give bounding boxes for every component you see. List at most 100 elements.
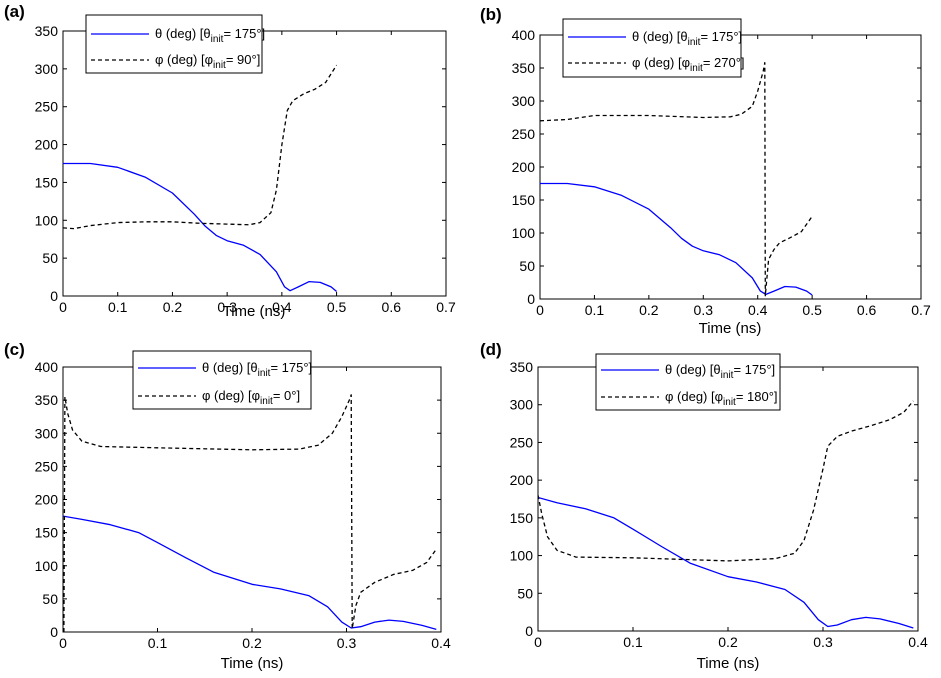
y-tick-label: 50	[517, 585, 533, 601]
axis-ticks: 0 0.1 0.2 0.3 0.4 0.5 0.6 0.7 0 50 100 150 200 250 300…	[35, 23, 456, 315]
x-tick-label: 0.3	[694, 302, 714, 318]
y-tick-label: 150	[510, 510, 534, 526]
y-tick-label: 0	[525, 623, 533, 639]
y-tick-label: 400	[35, 359, 59, 375]
legend-label: φ (deg) [φinit= 180°]	[665, 389, 778, 408]
legend: θ (deg) [θinit= 175°] φ (deg) [φinit= 0°…	[132, 350, 312, 410]
x-tick-label: 0	[536, 302, 544, 318]
x-axis-title: Time (ns)	[699, 320, 762, 337]
y-tick-label: 100	[35, 558, 59, 574]
panel-label: (d)	[480, 340, 502, 359]
x-tick-label: 0.6	[382, 299, 402, 315]
axis-ticks: 0 0.1 0.2 0.3 0.4 0 50 100 150 200 250 300 350 400	[35, 359, 451, 651]
panel-b: (b) 0 0.1 0.2 0.3 0.4 0.5 0.6 0.7 0 50 100 150 200 25…	[480, 5, 931, 337]
legend-label: θ (deg) [θinit= 175°]	[632, 29, 742, 48]
y-tick-label: 400	[512, 27, 536, 43]
y-tick-label: 300	[512, 93, 536, 109]
x-tick-label: 0.2	[163, 299, 183, 315]
y-tick-label: 300	[510, 397, 534, 413]
y-tick-label: 50	[42, 250, 58, 266]
panel-a: (a) 0 0.1 0.2 0.3 0.4 0.5 0.6 0.7 0 50 100 150 200 25…	[4, 2, 456, 320]
x-axis-title: Time (ns)	[697, 655, 760, 672]
y-tick-label: 50	[42, 591, 58, 607]
theta-series-line	[538, 496, 914, 629]
x-tick-label: 0.4	[748, 302, 768, 318]
legend: θ (deg) [θinit= 175°] φ (deg) [φinit= 90…	[85, 14, 265, 74]
x-tick-label: 0.7	[436, 299, 456, 315]
x-tick-label: 0.7	[911, 302, 931, 318]
x-tick-label: 0.1	[623, 634, 643, 650]
x-tick-label: 0.6	[857, 302, 877, 318]
x-tick-label: 0.5	[802, 302, 822, 318]
y-tick-label: 200	[35, 492, 59, 508]
y-tick-label: 200	[35, 137, 59, 153]
y-tick-label: 350	[35, 23, 59, 39]
y-tick-label: 150	[35, 174, 59, 190]
axis-ticks: 0 0.1 0.2 0.3 0.4 0 50 100 150 200 250 300 350	[510, 359, 928, 650]
x-tick-label: 0.3	[337, 635, 357, 651]
panel-c: (c) 0 0.1 0.2 0.3 0.4 0 50 100 150 200 250 300 350 40…	[4, 340, 451, 672]
y-tick-label: 0	[50, 624, 58, 640]
x-tick-label: 0.4	[908, 634, 928, 650]
x-tick-label: 0	[534, 634, 542, 650]
y-tick-label: 300	[35, 425, 59, 441]
y-tick-label: 350	[510, 359, 534, 375]
phi-series-line	[63, 394, 437, 632]
y-tick-label: 100	[510, 548, 534, 564]
legend-label: φ (deg) [φinit= 0°]	[202, 388, 300, 407]
y-tick-label: 350	[35, 392, 59, 408]
y-tick-label: 150	[35, 525, 59, 541]
y-tick-label: 250	[510, 434, 534, 450]
series-lines	[540, 62, 813, 297]
x-tick-label: 0.3	[217, 299, 237, 315]
legend-label: θ (deg) [θinit= 175°]	[665, 362, 775, 381]
x-tick-label: 0.2	[639, 302, 659, 318]
phi-series-line	[63, 64, 338, 230]
x-tick-label: 0.2	[718, 634, 738, 650]
x-axis-title: Time (ns)	[221, 655, 284, 672]
y-tick-label: 50	[519, 258, 535, 274]
series-lines	[538, 400, 914, 629]
y-tick-label: 100	[512, 225, 536, 241]
axis-ticks: 0 0.1 0.2 0.3 0.4 0.5 0.6 0.7 0 50 100 150 200 250 300…	[512, 27, 931, 318]
x-tick-label: 0.1	[585, 302, 605, 318]
series-lines	[63, 394, 437, 632]
legend-box	[595, 353, 781, 411]
x-tick-label: 0.2	[242, 635, 262, 651]
theta-series-line	[63, 515, 437, 631]
panel-label: (a)	[4, 2, 25, 21]
panel-label: (c)	[4, 340, 25, 359]
legend-box	[132, 350, 312, 410]
x-tick-label: 0.1	[108, 299, 128, 315]
x-tick-label: 0	[59, 299, 67, 315]
phi-series-line	[538, 400, 914, 562]
x-tick-label: 0	[59, 635, 67, 651]
x-tick-label: 0.4	[272, 299, 292, 315]
theta-series-line	[540, 182, 813, 296]
x-tick-label: 0.1	[148, 635, 168, 651]
legend-label: φ (deg) [φinit= 90°]	[155, 52, 260, 71]
x-tick-label: 0.5	[327, 299, 347, 315]
theta-series-line	[63, 162, 338, 292]
x-axis-title: Time (ns)	[223, 303, 286, 320]
y-tick-label: 250	[35, 99, 59, 115]
series-lines	[63, 64, 338, 292]
legend-label: θ (deg) [θinit= 175°]	[202, 360, 312, 379]
y-tick-label: 250	[35, 458, 59, 474]
panel-label: (b)	[480, 5, 502, 24]
y-tick-label: 0	[527, 291, 535, 307]
legend-box	[85, 14, 263, 74]
y-tick-label: 0	[50, 288, 58, 304]
y-tick-label: 150	[512, 192, 536, 208]
y-tick-label: 200	[512, 159, 536, 175]
legend-box	[562, 18, 742, 78]
y-tick-label: 200	[510, 472, 534, 488]
x-tick-label: 0.3	[813, 634, 833, 650]
legend: θ (deg) [θinit= 175°] φ (deg) [φinit= 27…	[562, 18, 745, 78]
y-tick-label: 100	[35, 212, 59, 228]
legend-label: φ (deg) [φinit= 270°]	[632, 55, 745, 74]
x-tick-label: 0.4	[431, 635, 451, 651]
legend-label: θ (deg) [θinit= 175°]	[155, 26, 265, 45]
y-tick-label: 300	[35, 61, 59, 77]
